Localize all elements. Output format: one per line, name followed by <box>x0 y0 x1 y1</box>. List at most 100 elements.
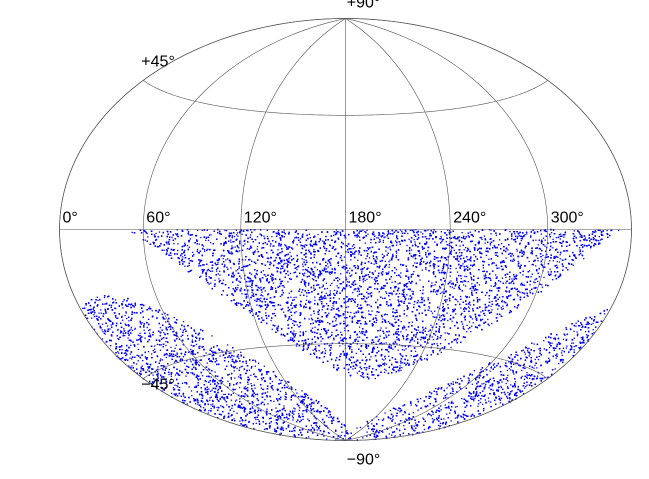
data-point <box>261 263 264 265</box>
data-point <box>350 437 352 440</box>
data-point <box>325 303 328 305</box>
data-point <box>425 268 427 271</box>
data-point <box>241 266 243 269</box>
data-point <box>520 282 522 285</box>
data-point <box>322 351 324 353</box>
data-point <box>350 343 352 346</box>
data-point <box>489 242 491 245</box>
data-point <box>183 261 185 263</box>
data-point <box>279 390 282 393</box>
data-point <box>202 245 205 247</box>
data-point <box>464 414 467 416</box>
data-point <box>482 395 484 397</box>
data-point <box>381 343 383 345</box>
data-point <box>325 292 327 295</box>
data-point <box>378 418 380 421</box>
data-point <box>488 400 490 402</box>
data-point <box>438 328 440 330</box>
data-point <box>329 290 331 292</box>
data-point <box>165 321 167 323</box>
data-point <box>583 239 585 241</box>
data-point <box>326 263 329 265</box>
data-point <box>210 282 212 284</box>
data-point <box>261 291 263 293</box>
data-point <box>222 257 224 260</box>
data-point <box>247 230 249 232</box>
data-point <box>549 248 552 251</box>
data-point <box>549 343 551 345</box>
data-point <box>559 238 561 240</box>
data-point <box>441 347 443 349</box>
data-point <box>558 362 560 365</box>
data-point <box>442 267 445 269</box>
data-point <box>278 229 280 231</box>
data-point <box>170 346 172 349</box>
data-point <box>254 387 256 389</box>
data-point <box>535 265 537 267</box>
data-point <box>367 248 370 251</box>
data-point <box>154 351 157 353</box>
data-point <box>465 275 468 278</box>
data-point <box>443 315 445 317</box>
data-point <box>177 249 179 252</box>
data-point <box>430 324 432 326</box>
data-point <box>371 277 373 279</box>
data-point <box>263 428 266 431</box>
data-point <box>472 396 474 398</box>
data-point <box>490 285 492 287</box>
data-point <box>109 345 112 347</box>
data-point <box>301 263 304 265</box>
data-point <box>582 250 584 252</box>
data-point <box>237 268 239 271</box>
data-point <box>273 260 275 262</box>
data-point <box>198 243 200 245</box>
data-point <box>393 343 395 345</box>
data-point <box>495 234 498 236</box>
data-point <box>460 415 462 417</box>
data-point <box>438 314 440 316</box>
data-point <box>257 411 259 413</box>
data-point <box>139 374 141 376</box>
data-point <box>396 338 398 341</box>
data-point <box>303 258 305 261</box>
data-point <box>223 393 225 396</box>
data-point <box>520 237 522 240</box>
data-point <box>558 261 561 263</box>
data-point <box>212 381 214 383</box>
data-point <box>499 281 502 283</box>
data-point <box>157 377 159 379</box>
data-point <box>365 257 367 260</box>
data-point <box>489 244 492 246</box>
data-point <box>347 371 350 374</box>
data-point <box>518 235 520 237</box>
data-point <box>528 260 530 263</box>
data-point <box>346 342 348 344</box>
data-point <box>566 333 568 336</box>
data-point <box>460 307 462 309</box>
data-point <box>484 242 486 244</box>
data-point <box>498 239 501 241</box>
data-point <box>453 249 455 252</box>
data-point <box>246 248 248 250</box>
data-point <box>384 236 386 238</box>
data-point <box>537 280 539 283</box>
data-point <box>244 243 246 245</box>
data-point <box>272 245 274 247</box>
data-point <box>412 291 415 293</box>
data-point <box>239 289 241 291</box>
data-point <box>440 237 443 239</box>
data-point <box>358 326 361 328</box>
data-point <box>418 431 420 434</box>
data-point <box>285 382 287 384</box>
data-point <box>235 234 238 236</box>
data-point <box>565 347 567 349</box>
data-point <box>211 389 213 391</box>
data-point <box>236 382 238 384</box>
data-point <box>485 383 487 386</box>
data-point <box>321 286 323 288</box>
data-point <box>346 296 348 298</box>
data-point <box>460 277 462 280</box>
data-point <box>516 250 518 252</box>
data-point <box>360 345 362 348</box>
data-point <box>272 305 274 307</box>
